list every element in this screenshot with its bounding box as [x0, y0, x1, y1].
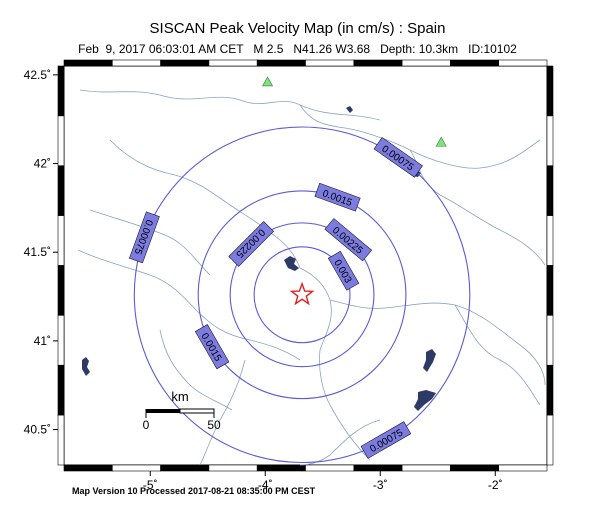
y-axis: 42.5˚ 42˚ 41.5˚ 41˚ 40.5˚	[24, 68, 58, 437]
river	[299, 419, 381, 466]
river	[299, 267, 371, 461]
lake	[284, 256, 299, 271]
scale-bar-segment	[146, 409, 180, 413]
station-triangle-icon	[262, 76, 274, 87]
scale-bar-tick-start: 0	[143, 418, 150, 432]
scale-bar: km 0 50	[143, 389, 221, 432]
contour-lines	[133, 126, 471, 464]
lake	[82, 357, 90, 376]
x-axis: -5˚ -4˚ -3˚ -2˚	[143, 471, 503, 492]
x-tick-label: -5˚	[143, 478, 158, 492]
river	[159, 329, 233, 411]
epicenter	[289, 281, 315, 306]
river	[79, 89, 381, 121]
river	[77, 249, 301, 361]
y-tick-label: 41˚	[34, 334, 51, 348]
river	[109, 139, 301, 269]
x-tick-label: -4˚	[258, 478, 273, 492]
x-tick-label: -2˚	[488, 478, 503, 492]
y-tick-label: 40.5˚	[24, 423, 51, 437]
station-triangle-icon	[435, 136, 447, 147]
x-tick-label: -3˚	[373, 478, 388, 492]
y-tick-label: 42˚	[34, 157, 51, 171]
river	[409, 149, 546, 266]
map-footer: Map Version 10 Processed 2017-08-21 08:3…	[72, 486, 316, 496]
epicenter-star-icon	[289, 281, 315, 306]
lake	[414, 390, 436, 411]
river	[89, 209, 211, 276]
river	[454, 304, 541, 406]
scale-bar-unit: km	[171, 389, 188, 404]
lake	[346, 106, 353, 113]
contour-line	[229, 222, 375, 368]
map-subtitle: Feb 9, 2017 06:03:01 AM CET M 2.5 N41.26…	[78, 42, 517, 56]
contour-line	[253, 246, 351, 344]
y-tick-label: 42.5˚	[24, 68, 51, 82]
contour-line	[197, 190, 407, 400]
y-tick-label: 41.5˚	[24, 245, 51, 259]
scale-bar-tick-end: 50	[207, 418, 221, 432]
map-title: SISCAN Peak Velocity Map (in cm/s) : Spa…	[149, 20, 446, 37]
map-frame	[57, 59, 554, 472]
rivers	[77, 89, 546, 466]
lake	[423, 349, 436, 372]
stations	[262, 76, 447, 147]
river	[199, 359, 246, 466]
scale-bar-segment	[179, 408, 215, 414]
contour-line	[133, 126, 471, 464]
lakes	[82, 106, 436, 411]
